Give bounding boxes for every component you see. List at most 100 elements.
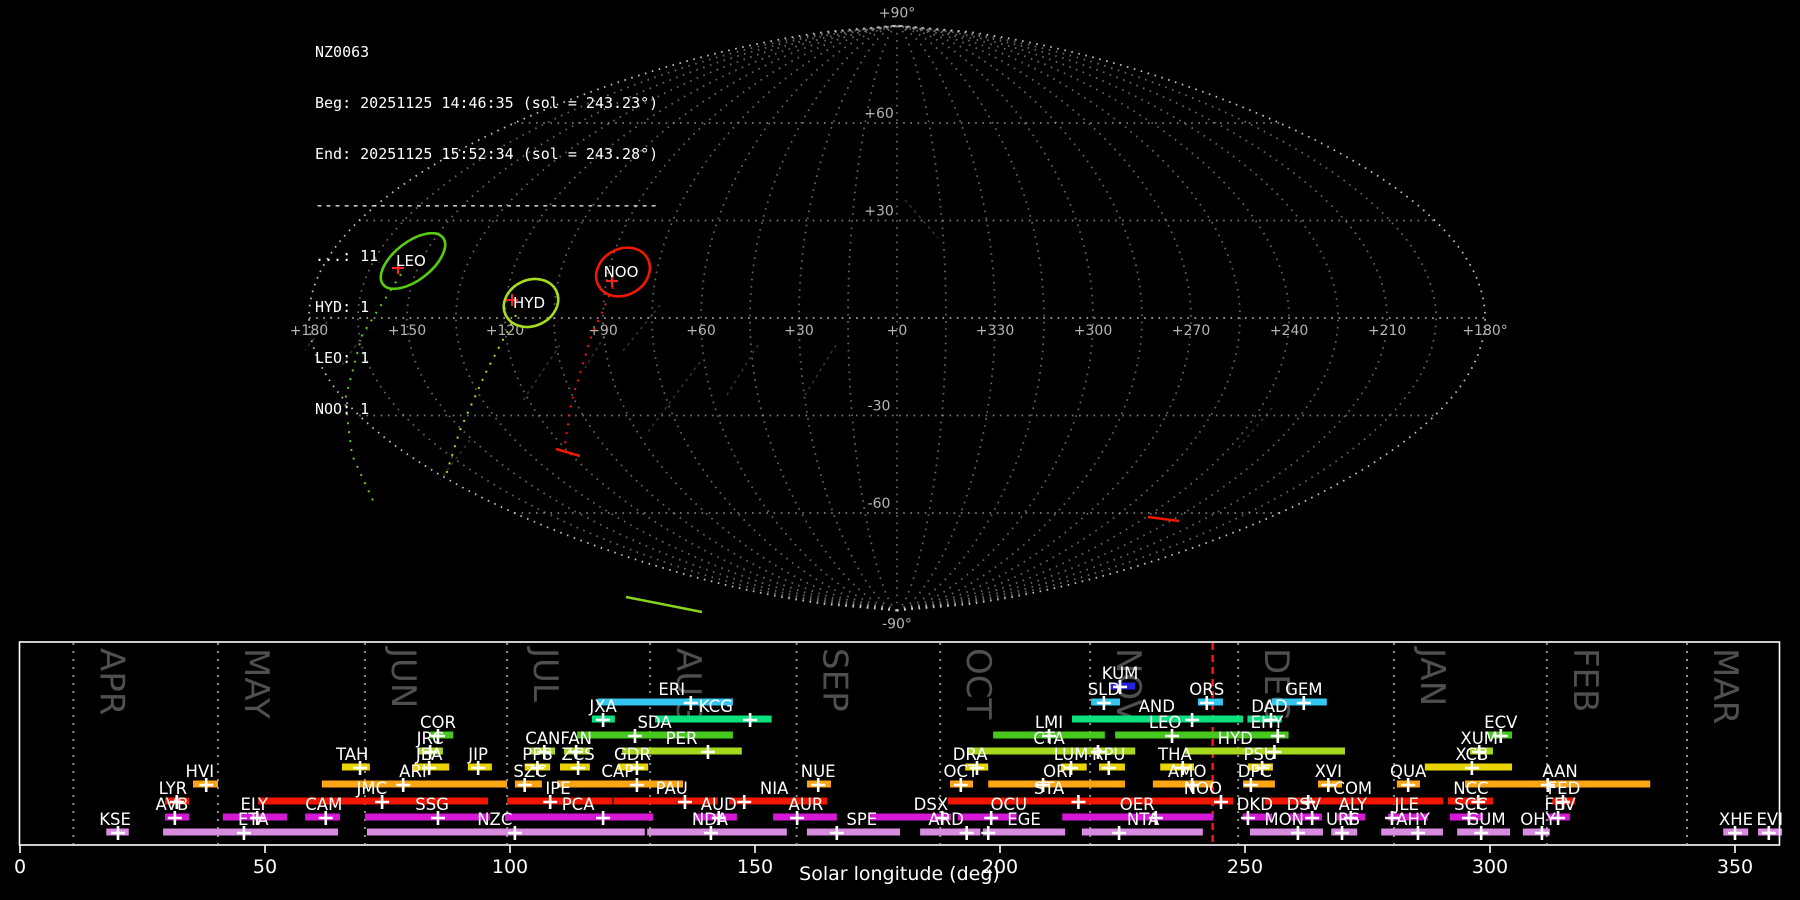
peak-marker-OHY <box>1534 826 1549 840</box>
peak-marker-COR <box>430 729 445 743</box>
shower-bar-HYD <box>1185 747 1345 755</box>
chart-frame <box>18 641 1781 846</box>
shower-label-AHY: AHY <box>1396 810 1431 829</box>
peak-marker-CAP <box>629 778 644 792</box>
session-end: End: 20251125 15:52:34 (sol = 243.28°) <box>315 145 659 163</box>
shower-label-LYR: LYR <box>159 779 188 798</box>
shower-label-ARI: ARI <box>399 762 427 781</box>
peak-marker-XVI <box>1321 778 1336 792</box>
count-hyd: HYD: 1 <box>315 298 370 316</box>
peak-marker-URS <box>1335 826 1350 840</box>
hyd-trail <box>444 314 517 479</box>
x-tick-label: 200 <box>982 856 1018 878</box>
peak-marker-NUE <box>811 778 826 792</box>
month-label-FEB: FEB <box>1565 648 1605 712</box>
shower-label-DRA: DRA <box>953 745 989 764</box>
shower-bar-DPC <box>1243 780 1275 788</box>
shower-label-RPU: RPU <box>1092 745 1126 764</box>
shower-label-PSU: PSU <box>1243 745 1276 764</box>
graticule-meridian <box>700 24 898 612</box>
shower-label-JEA: JEA <box>415 745 443 764</box>
faint-meteor-track <box>1237 407 1273 449</box>
shower-label-AAN: AAN <box>1542 762 1577 781</box>
peak-marker-OCU <box>984 811 999 825</box>
shower-label-AUD: AUD <box>701 795 737 814</box>
shower-label-URS: URS <box>1326 810 1360 829</box>
graticule-meridian <box>896 24 1487 612</box>
peak-marker-THA <box>1175 761 1190 775</box>
peak-marker-CAN <box>537 745 552 759</box>
peak-marker-OCT <box>953 778 968 792</box>
shower-label-GEM: GEM <box>1285 680 1322 699</box>
peak-marker-HYD <box>1267 745 1282 759</box>
lon-label: +60 <box>686 323 716 339</box>
shower-label-XCB: XCB <box>1455 745 1488 764</box>
shower-bar-EGE <box>982 828 1066 836</box>
peak-marker-CAM <box>318 811 333 825</box>
shower-label-LEO: LEO <box>1149 713 1182 732</box>
peak-marker-LUM <box>1064 761 1079 775</box>
shower-label-SCC: SCC <box>1454 795 1488 814</box>
month-label-MAR: MAR <box>1705 648 1745 724</box>
count-sporadic: ...: 11 <box>315 247 379 265</box>
radiant-label-HYD: HYD <box>513 294 545 312</box>
shower-label-CAP: CAP <box>601 762 634 781</box>
peak-marker-FEV <box>1551 811 1566 825</box>
shower-bar-PCA <box>505 813 654 821</box>
shower-bar-AMO <box>1152 780 1214 788</box>
peak-marker-AUR <box>790 811 805 825</box>
shower-label-QUA: QUA <box>1390 762 1427 781</box>
peak-marker-GDR <box>629 761 644 775</box>
graticule-meridian <box>896 24 1143 612</box>
pole-top-label: +90° <box>879 6 916 22</box>
shower-label-FAN: FAN <box>560 729 592 748</box>
peak-marker-ARI <box>396 778 411 792</box>
peak-marker-GUM <box>1474 826 1489 840</box>
pole-bottom-label: -90° <box>882 617 912 633</box>
lon-label: +330 <box>976 323 1014 339</box>
peak-marker-ELY <box>250 811 265 825</box>
radiant-cross-LEO <box>392 262 404 274</box>
shower-label-COM: COM <box>1333 779 1372 798</box>
shower-label-CAN: CAN <box>525 729 560 748</box>
peak-marker-PPS <box>530 761 545 775</box>
shower-bar-NOO <box>1154 797 1234 805</box>
shower-bar-CAP <box>557 780 683 788</box>
peak-marker-JRC <box>423 745 438 759</box>
shower-bar-ARD <box>920 828 981 836</box>
shower-label-OER: OER <box>1120 795 1155 814</box>
peak-marker-JIP <box>471 761 486 775</box>
shower-label-THA: THA <box>1157 745 1192 764</box>
shower-bar-SPE <box>806 828 901 836</box>
peak-marker-FED <box>1556 795 1571 809</box>
shower-bar-AND <box>1072 715 1244 723</box>
shower-bar-DSX <box>870 813 951 821</box>
shower-label-ARD: ARD <box>928 810 963 829</box>
radiant-cross-HYD <box>506 294 518 306</box>
peak-marker-RPU <box>1101 761 1116 775</box>
peak-marker-SZC <box>517 778 532 792</box>
peak-marker-DPC <box>1243 778 1258 792</box>
shower-label-SZC: SZC <box>513 762 546 781</box>
shower-bar-DKD <box>1242 813 1272 821</box>
shower-bar-AUR <box>773 813 837 821</box>
lon-label: +0 <box>887 323 908 339</box>
faint-meteor-track <box>804 344 837 396</box>
shower-label-XVI: XVI <box>1315 762 1342 781</box>
faint-meteor-track <box>904 199 939 239</box>
peak-marker-NTA <box>1112 826 1127 840</box>
graticule-meridian <box>651 24 898 612</box>
month-label-AUG: AUG <box>668 648 708 723</box>
month-label-OCT: OCT <box>958 648 998 720</box>
shower-label-MON: MON <box>1264 810 1304 829</box>
peak-marker-MON <box>1290 826 1305 840</box>
month-label-APR: APR <box>91 648 131 715</box>
x-tick-label: 300 <box>1472 856 1508 878</box>
shower-bar-SDA <box>577 731 733 739</box>
peak-marker-DRA <box>969 761 984 775</box>
x-tick-label: 350 <box>1717 856 1753 878</box>
peak-marker-NCC <box>1471 795 1486 809</box>
shower-label-STA: STA <box>1034 779 1065 798</box>
peak-marker-XUM <box>1472 745 1487 759</box>
